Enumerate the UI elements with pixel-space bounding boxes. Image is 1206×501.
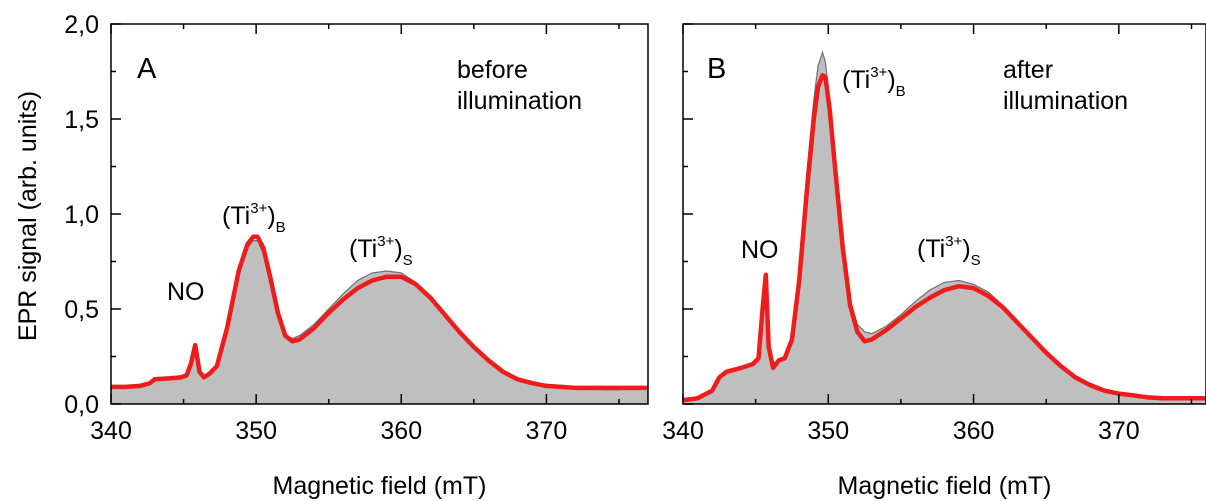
y-tick-label: 1,0	[64, 201, 99, 229]
x-tick-label: 350	[807, 417, 849, 445]
y-tick-label: 2,0	[64, 11, 99, 39]
peak-annotation: NO	[167, 278, 205, 306]
plot-area	[111, 234, 648, 404]
peak-annotation: (Ti3+)B	[222, 200, 286, 236]
panel-a: 340 350 360 370 Magnetic field (mT) 0,0 0,5 1,0…	[64, 11, 649, 500]
experimental-spectrum-area	[111, 240, 648, 404]
y-axis: 0,0 0,5 1,0 1,5 2,0	[64, 11, 121, 419]
panel-letter: A	[137, 53, 157, 85]
condition-line-2: illumination	[1003, 87, 1128, 115]
peak-annotation: NO	[741, 236, 779, 264]
panel-letter: B	[707, 53, 726, 85]
x-axis-title: Magnetic field (mT)	[273, 472, 487, 500]
panel-b: 340 350 360 370 Magnetic field (mT) B after ill…	[662, 23, 1206, 500]
y-axis-title: EPR signal (arb. units)	[14, 91, 42, 341]
plot-area	[683, 50, 1206, 404]
x-axis-title: Magnetic field (mT)	[838, 472, 1052, 500]
peak-annotation: (Ti3+)S	[917, 233, 981, 269]
fit-curve-line	[111, 234, 648, 391]
peak-annotation: (Ti3+)S	[349, 233, 413, 269]
fit-curve-line	[683, 73, 1206, 403]
x-tick-label: 370	[526, 417, 568, 445]
x-axis: 340 350 360 370	[90, 24, 620, 445]
peak-annotation: (Ti3+)B	[842, 64, 906, 100]
condition-line-2: illumination	[457, 87, 582, 115]
x-tick-label: 370	[1098, 417, 1140, 445]
x-tick-label: 340	[662, 417, 704, 445]
y-tick-label: 1,5	[64, 106, 99, 134]
x-tick-label: 350	[235, 417, 277, 445]
x-tick-label: 340	[90, 417, 132, 445]
x-axis: 340 350 360 370	[662, 24, 1193, 445]
y-tick-label: 0,0	[64, 391, 99, 419]
condition-line-1: before	[457, 56, 528, 84]
y-tick-label: 0,5	[64, 296, 99, 324]
condition-line-1: after	[1003, 56, 1053, 84]
x-tick-label: 360	[380, 417, 422, 445]
y-axis	[683, 23, 693, 405]
x-tick-label: 360	[953, 417, 995, 445]
